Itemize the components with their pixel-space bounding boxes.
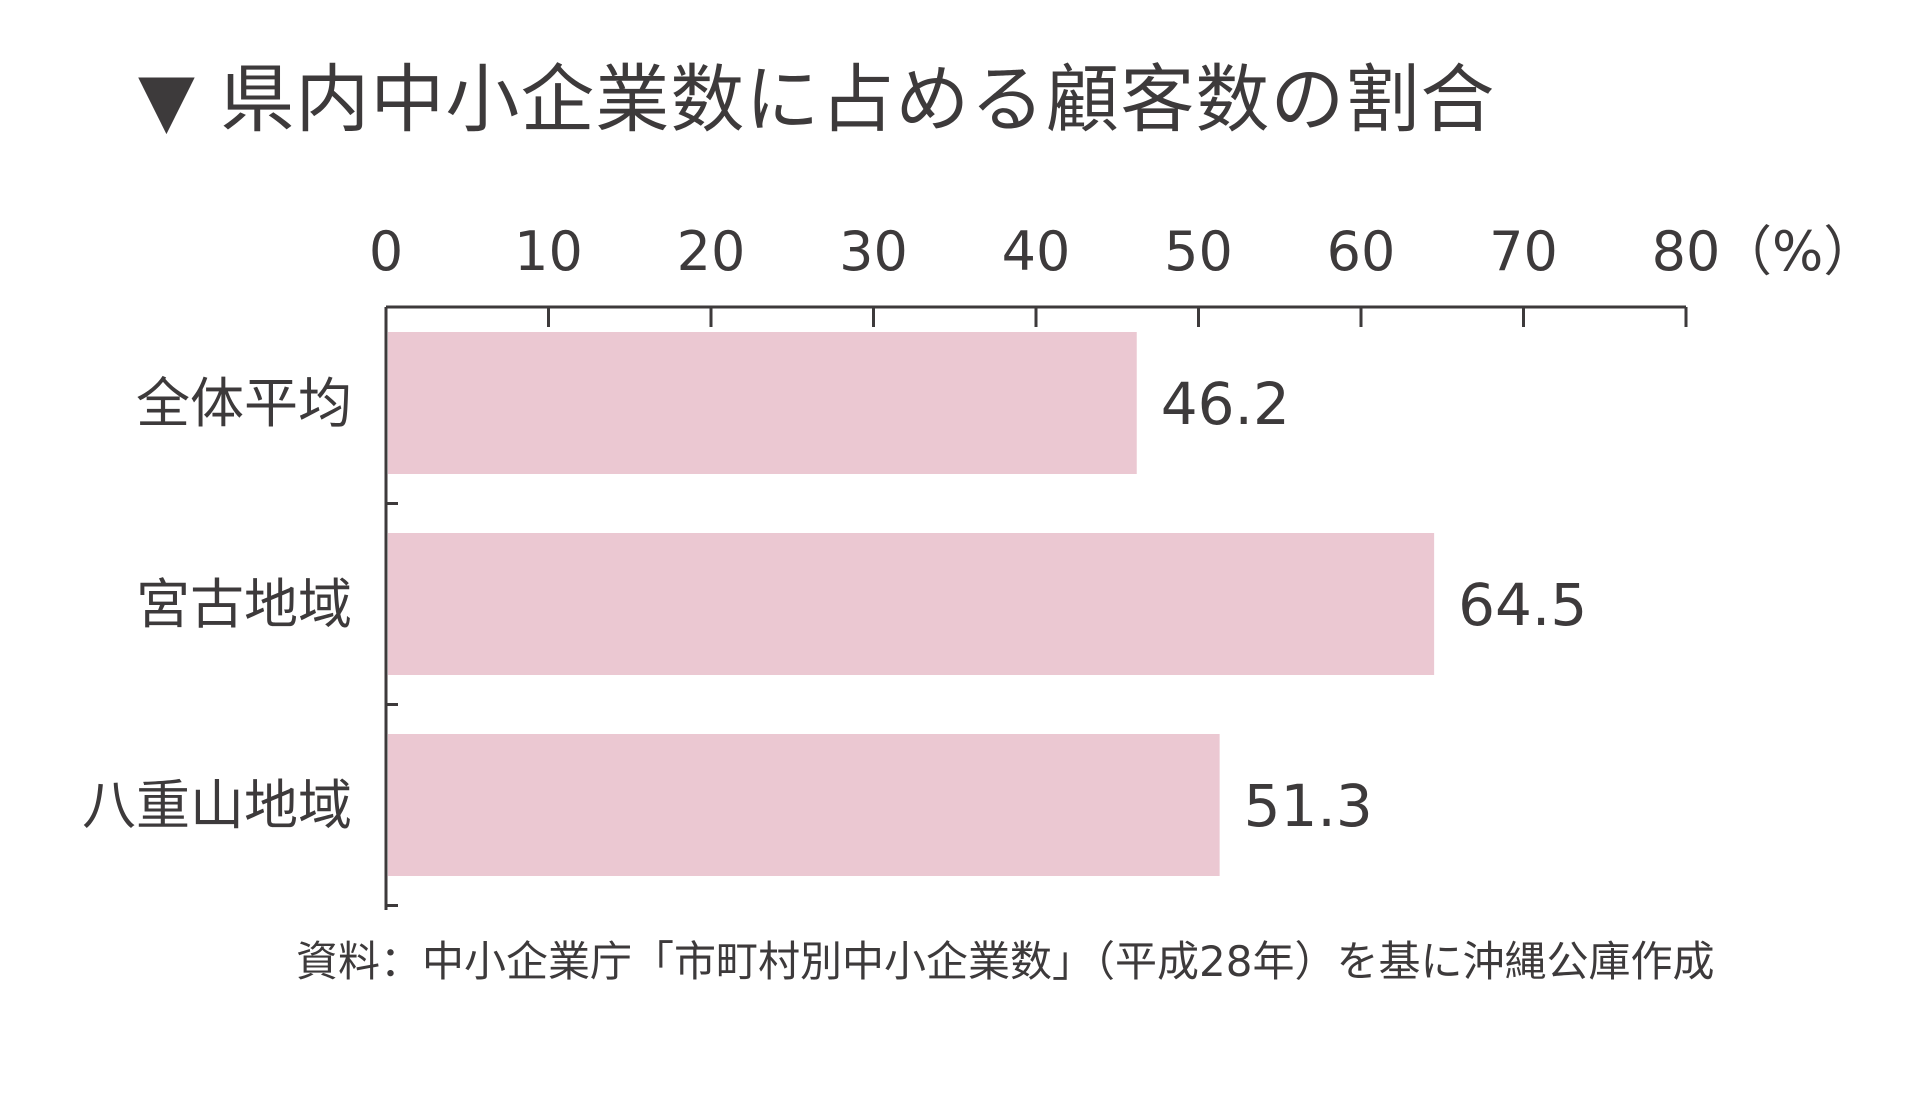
chart-title: ▼ 県内中小企業数に占める顧客数の割合 (138, 57, 1496, 143)
x-axis: 0 10 20 30 40 50 60 70 80（%） (369, 220, 1877, 910)
data-label: 51.3 (1244, 772, 1373, 840)
x-tick-label: 30 (839, 220, 908, 283)
x-tick-label: 10 (514, 220, 583, 283)
bar-3 (388, 734, 1220, 876)
unit-label: （%） (1718, 220, 1877, 283)
x-tick-label: 40 (1002, 220, 1071, 283)
category-label: 全体平均 (136, 372, 352, 435)
data-label: 64.5 (1458, 571, 1587, 639)
x-tick-label: 0 (369, 220, 403, 283)
x-tick-label: 60 (1327, 220, 1396, 283)
x-tick-label: 70 (1489, 220, 1558, 283)
bar-1 (388, 332, 1137, 474)
bars: 46.2 64.5 51.3 (388, 332, 1587, 876)
category-label: 宮古地域 (136, 573, 352, 636)
source-note: 資料：中小企業庁「市町村別中小企業数」（平成28年）を基に沖縄公庫作成 (296, 937, 1715, 986)
data-label: 46.2 (1161, 370, 1290, 438)
x-tick-label: 50 (1164, 220, 1233, 283)
category-label: 八重山地域 (82, 774, 352, 837)
x-tick-label: 20 (677, 220, 746, 283)
x-tick-label: 80 (1652, 220, 1721, 283)
bar-2 (388, 533, 1435, 675)
